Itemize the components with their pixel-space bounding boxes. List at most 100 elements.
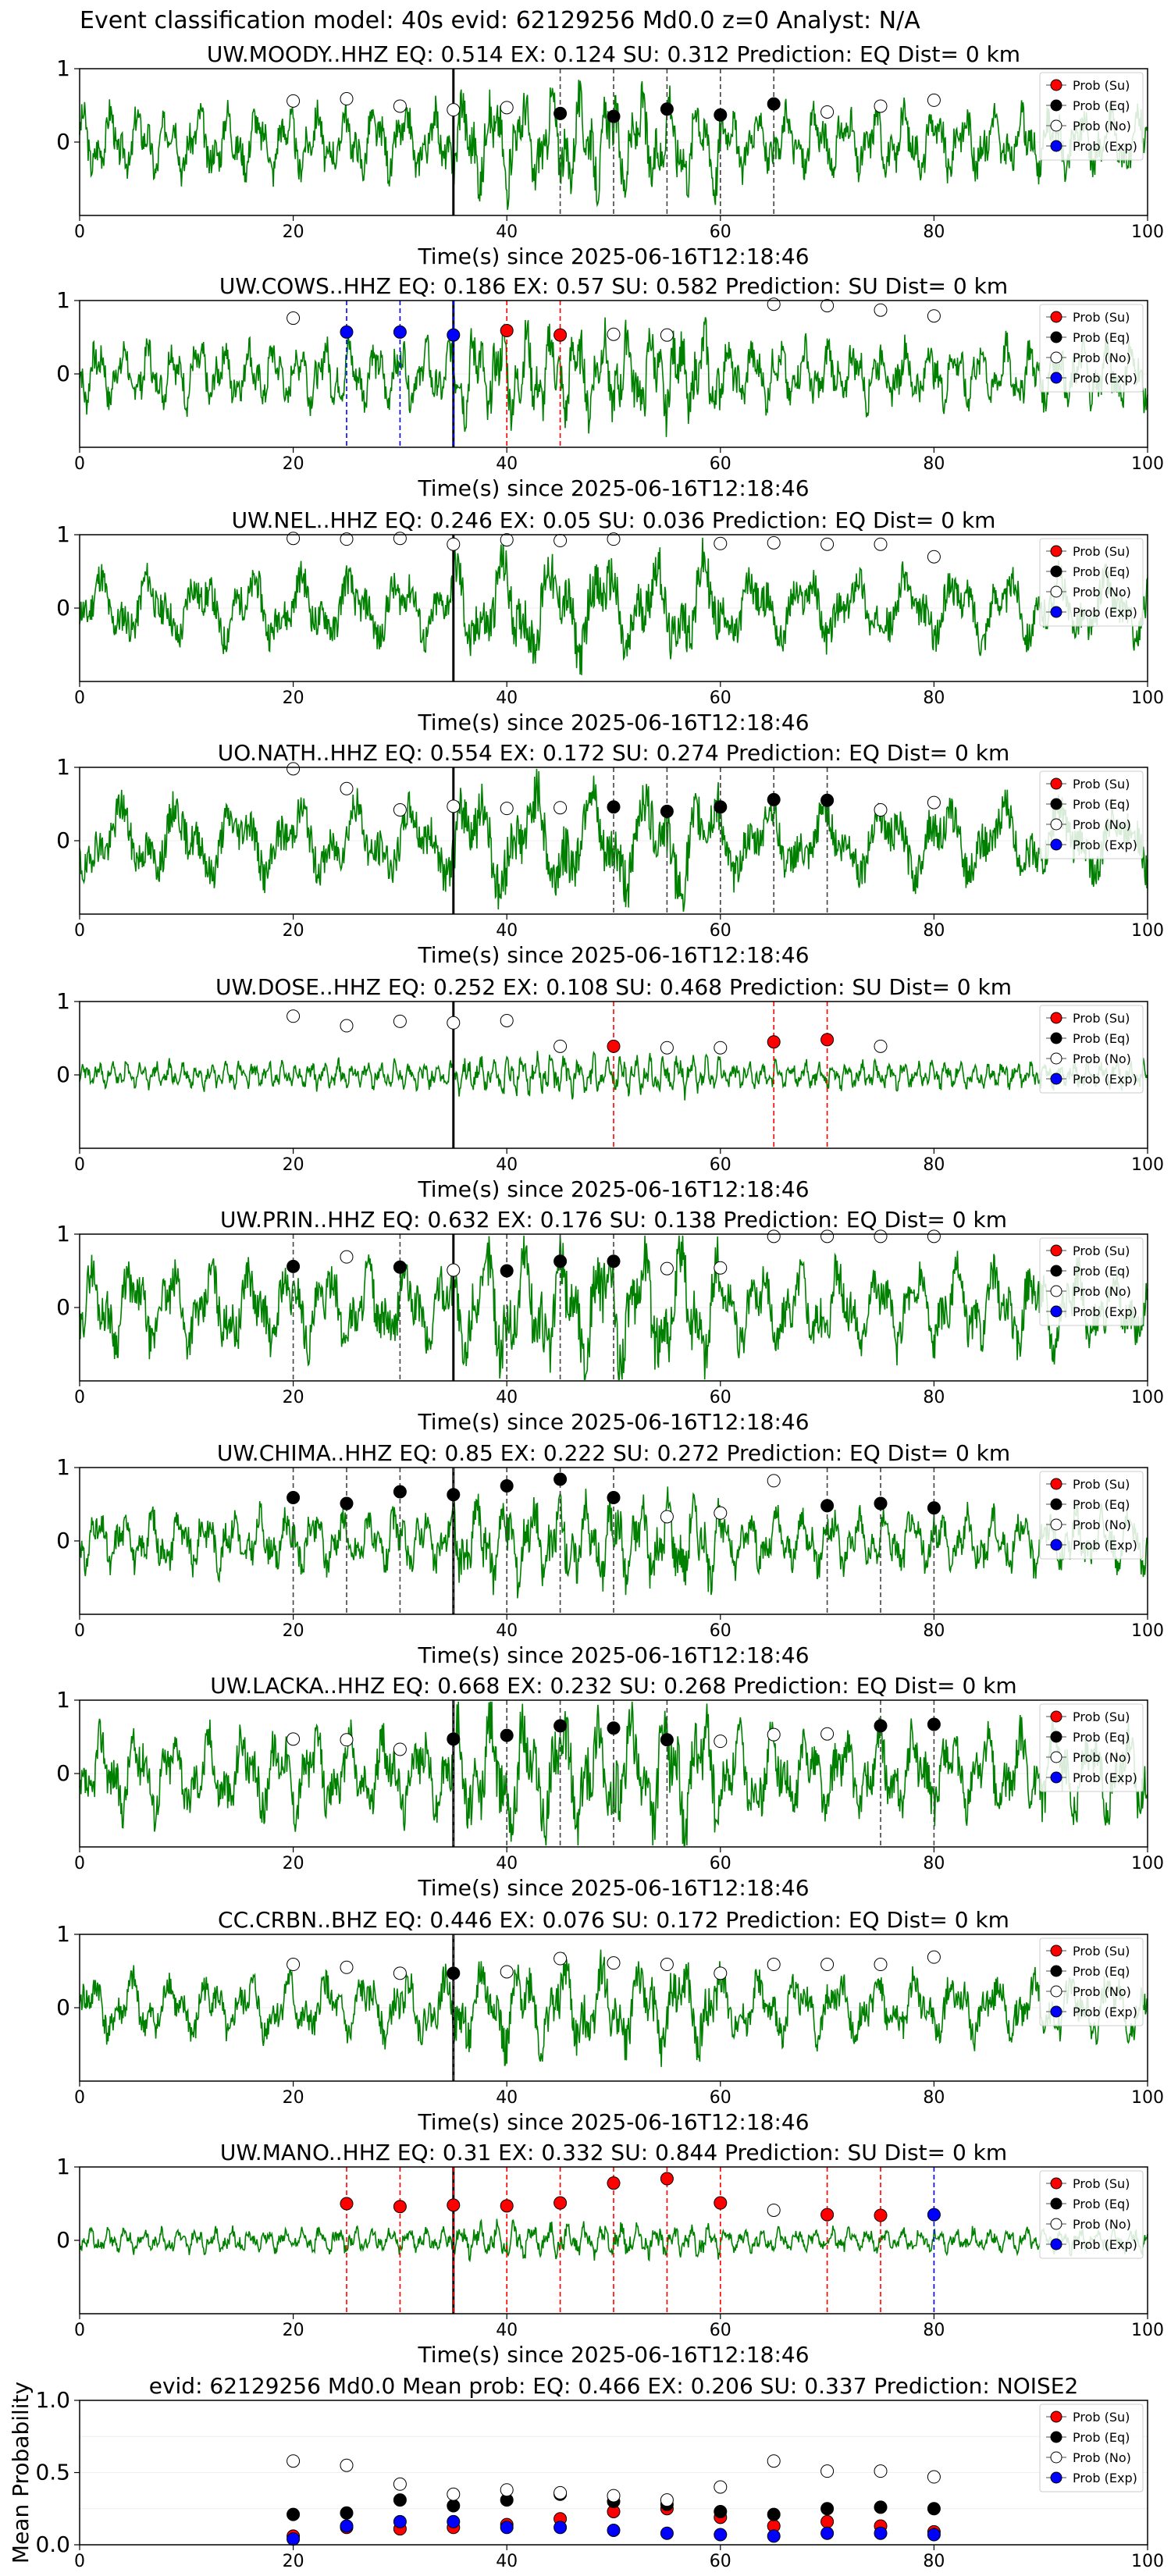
prob-marker-eq <box>660 102 674 116</box>
prob-marker-eq <box>607 1721 621 1735</box>
legend-marker-exp <box>1050 2238 1062 2250</box>
legend-box <box>1039 1703 1144 1792</box>
prob-marker-no <box>340 1250 354 1264</box>
x-tick-label: 80 <box>923 454 945 474</box>
x-tick-label: 0 <box>74 2321 85 2340</box>
x-tick-label: 80 <box>923 688 945 708</box>
legend-marker-no <box>1050 585 1062 598</box>
prob-marker-no <box>874 1039 888 1053</box>
prob-marker-no <box>767 1958 781 1972</box>
prob-marker-eq <box>607 800 621 814</box>
prob-marker-no <box>393 99 407 113</box>
y-tick-label: 1 <box>56 521 70 547</box>
prob-marker-no <box>393 1966 407 1980</box>
legend: Prob (Su) Prob (Eq) Prob (No) Prob (Exp) <box>1039 1703 1144 1792</box>
mean-prob-marker-su <box>820 2514 835 2528</box>
prob-marker-su <box>820 1033 835 1047</box>
prob-marker-no <box>820 299 835 313</box>
legend-label-no: Prob (No) <box>1073 2450 1131 2465</box>
legend-label-su: Prob (Su) <box>1073 78 1130 93</box>
legend: Prob (Su) Prob (Eq) Prob (No) Prob (Exp) <box>1039 72 1144 161</box>
x-axis-label: Time(s) since 2025-06-16T12:18:46 <box>417 2342 809 2368</box>
x-tick-label: 40 <box>496 1155 518 1175</box>
legend-label-no: Prob (No) <box>1073 1517 1131 1532</box>
legend-label-exp: Prob (Exp) <box>1073 371 1137 386</box>
prob-marker-no <box>447 799 461 813</box>
legend-label-eq: Prob (Eq) <box>1073 1264 1130 1279</box>
prob-marker-eq <box>500 1479 514 1493</box>
legend-box <box>1039 1005 1144 1094</box>
prob-marker-su <box>553 2196 568 2210</box>
waveform-trace <box>79 317 1148 437</box>
prob-marker-eq <box>874 1496 888 1510</box>
legend-label-su: Prob (Su) <box>1073 1944 1130 1959</box>
x-tick-label: 60 <box>710 1155 731 1175</box>
legend-label-exp: Prob (Exp) <box>1073 2237 1137 2252</box>
y-tick-label: 0 <box>56 827 70 853</box>
prob-marker-no <box>767 535 781 550</box>
mean-prob-marker-eq <box>927 2502 941 2516</box>
legend-marker-exp <box>1050 2005 1062 2018</box>
prob-marker-eq <box>447 1488 461 1502</box>
legend: Prob (Su) Prob (Eq) Prob (No) Prob (Exp) <box>1039 304 1144 393</box>
prob-marker-no <box>874 803 888 817</box>
y-tick-label: 0 <box>56 361 70 386</box>
prob-marker-su <box>660 2172 674 2186</box>
prob-marker-no <box>660 1510 674 1524</box>
prob-marker-no <box>553 534 568 548</box>
legend: Prob (Su) Prob (Eq) Prob (No) Prob (Exp) <box>1039 1237 1144 1326</box>
x-tick-label: 60 <box>710 688 731 708</box>
chart-panel-11: evid: 62129256 Md0.0 Mean prob: EQ: 0.46… <box>8 2373 1164 2571</box>
legend-label-su: Prob (Su) <box>1073 544 1130 559</box>
x-tick-label: 60 <box>710 2321 731 2340</box>
prob-marker-no <box>714 1966 728 1980</box>
legend-label-exp: Prob (Exp) <box>1073 1770 1137 1785</box>
x-tick-label: 0 <box>74 1621 85 1641</box>
x-axis-label: Time(s) since 2025-06-16T12:18:46 <box>417 244 809 269</box>
x-tick-label: 100 <box>1131 688 1164 708</box>
legend-label-no: Prob (No) <box>1073 1750 1131 1765</box>
y-tick-label: 0.0 <box>35 2532 70 2557</box>
x-tick-label: 0 <box>74 688 85 708</box>
prob-marker-no <box>393 1742 407 1756</box>
prob-marker-no <box>340 1733 354 1747</box>
x-tick-label: 100 <box>1131 454 1164 474</box>
chart-panel-5: UW.DOSE..HHZ EQ: 0.252 EX: 0.108 SU: 0.4… <box>56 974 1164 1202</box>
legend-marker-exp <box>1050 2471 1062 2484</box>
legend-label-eq: Prob (Eq) <box>1073 1497 1130 1512</box>
legend-label-eq: Prob (Eq) <box>1073 564 1130 579</box>
mean-prob-marker-eq <box>447 2499 461 2513</box>
x-tick-label: 100 <box>1131 2552 1164 2571</box>
legend-marker-su <box>1050 2177 1062 2190</box>
legend-label-exp: Prob (Exp) <box>1073 1304 1137 1319</box>
legend-box <box>1039 538 1144 627</box>
prob-marker-no <box>927 93 941 107</box>
prob-marker-su <box>607 1039 621 1053</box>
legend-marker-no <box>1050 1518 1062 1531</box>
legend-marker-eq <box>1050 1498 1062 1510</box>
mean-prob-marker-eq <box>714 2504 728 2518</box>
x-tick-label: 100 <box>1131 1621 1164 1641</box>
legend-label-su: Prob (Su) <box>1073 1710 1130 1724</box>
panel-title: UW.MANO..HHZ EQ: 0.31 EX: 0.332 SU: 0.84… <box>220 2140 1007 2165</box>
prob-marker-no <box>393 1014 407 1028</box>
legend: Prob (Su) Prob (Eq) Prob (No) Prob (Exp) <box>1039 1005 1144 1094</box>
y-tick-label: 1 <box>56 1454 70 1480</box>
mean-prob-marker-eq <box>767 2507 781 2521</box>
prob-marker-no <box>287 94 301 108</box>
legend-box <box>1039 2170 1144 2259</box>
x-axis-label: Time(s) since 2025-06-16T12:18:46 <box>417 475 809 501</box>
x-tick-label: 100 <box>1131 1155 1164 1175</box>
prob-marker-eq <box>660 1733 674 1747</box>
prob-marker-no <box>340 1960 354 1974</box>
figure-title: Event classification model: 40s evid: 62… <box>80 7 920 34</box>
legend-label-exp: Prob (Exp) <box>1073 139 1137 154</box>
prob-marker-eq <box>287 1259 301 1273</box>
x-tick-label: 80 <box>923 2321 945 2340</box>
legend-marker-eq <box>1050 99 1062 112</box>
panel-title: evid: 62129256 Md0.0 Mean prob: EQ: 0.46… <box>149 2373 1079 2399</box>
mean-prob-marker-no <box>714 2480 728 2494</box>
prob-marker-no <box>393 803 407 817</box>
prob-marker-no <box>767 1474 781 1488</box>
mean-prob-marker-exp <box>660 2526 674 2540</box>
